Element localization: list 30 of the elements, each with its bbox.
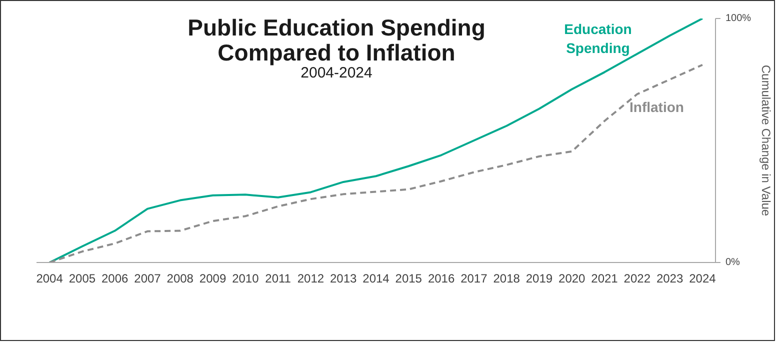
x-tick-label: 2019: [526, 272, 553, 286]
series-label: Education Spending: [564, 20, 632, 56]
series-label: Inflation: [630, 99, 684, 116]
x-tick-label: 2023: [656, 272, 684, 286]
x-tick-label: 2008: [166, 272, 194, 286]
y2-tick-label: 0%: [726, 257, 740, 268]
line-series: [48, 64, 704, 262]
x-tick-label: 2014: [362, 272, 390, 286]
x-tick-label: 2011: [265, 272, 292, 286]
x-tick-label: 2017: [460, 272, 488, 286]
x-tick-label: 2015: [395, 272, 422, 286]
x-tick-label: 2024: [689, 272, 716, 286]
text: 2004-2024: [300, 64, 372, 82]
x-tick-label: 2022: [624, 272, 651, 286]
x-tick-label: 2020: [558, 272, 586, 286]
x-tick-label: 2016: [428, 272, 455, 286]
x-tick-label: 2009: [199, 272, 226, 286]
line-series: [48, 18, 704, 262]
x-tick-label: 2018: [493, 272, 520, 286]
x-tick-label: 2007: [134, 272, 162, 286]
chart-title: Public Education Spending Compared to Inflation: [188, 14, 486, 66]
x-tick-label: 2006: [102, 272, 129, 286]
x-tick-label: 2012: [297, 272, 324, 286]
x-tick-label: 2013: [330, 272, 358, 286]
y2-axis-title: Cumulative Change in Value: [759, 64, 774, 216]
x-tick-label: 2004: [36, 272, 64, 286]
y2-tick-label: 100%: [726, 13, 752, 24]
x-tick-label: 2005: [68, 272, 96, 286]
x-tick-label: 2010: [232, 272, 260, 286]
x-tick-label: 2021: [591, 272, 618, 286]
